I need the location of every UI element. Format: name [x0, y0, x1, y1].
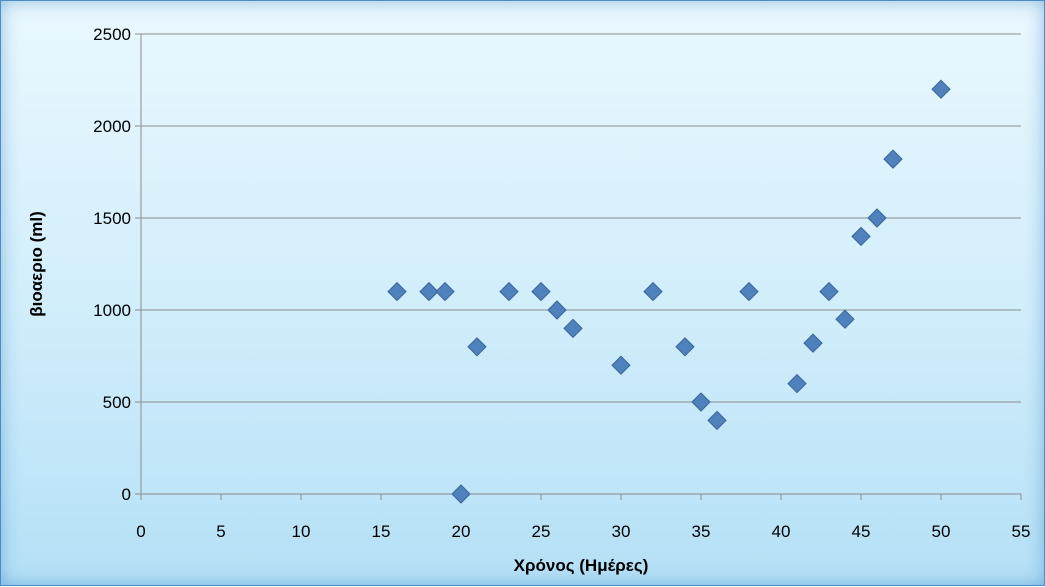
x-tick-label: 30: [612, 522, 631, 541]
y-tick-label: 1000: [93, 301, 131, 320]
data-point-marker: [867, 208, 887, 228]
data-point-marker: [883, 149, 903, 169]
data-point-marker: [691, 392, 711, 412]
x-tick-label: 10: [292, 522, 311, 541]
x-tick-label: 55: [1012, 522, 1031, 541]
data-points: [387, 79, 951, 504]
x-tick-label: 35: [692, 522, 711, 541]
x-tick-label: 40: [772, 522, 791, 541]
x-axis-title: Χρόνος (Ημέρες): [514, 556, 649, 575]
data-point-marker: [643, 281, 663, 302]
y-tick-label: 500: [103, 393, 131, 412]
data-point-marker: [819, 281, 839, 302]
x-tick-label: 45: [852, 522, 871, 541]
data-point-marker: [851, 226, 871, 247]
y-tick-label: 2500: [93, 25, 131, 44]
x-tick-label: 20: [452, 522, 471, 541]
data-point-marker: [387, 281, 407, 302]
x-tick-label: 0: [136, 522, 145, 541]
tick-labels: 0 500 1000 1500 2000 2500 0 5 10 15 20 25 30 35 40 45 50…: [93, 25, 1030, 541]
data-point-marker: [451, 484, 471, 504]
data-point-marker: [787, 373, 807, 394]
x-tick-label: 5: [216, 522, 225, 541]
axes: [135, 33, 1022, 500]
data-point-marker: [739, 281, 759, 302]
data-point-marker: [803, 333, 823, 353]
data-point-marker: [467, 337, 487, 357]
x-tick-label: 15: [372, 522, 391, 541]
data-point-marker: [563, 318, 583, 339]
y-tick-label: 1500: [93, 209, 131, 228]
data-point-marker: [547, 300, 567, 320]
data-point-marker: [931, 79, 951, 99]
data-point-marker: [835, 309, 855, 329]
data-point-marker: [435, 281, 455, 302]
data-point-marker: [419, 281, 439, 302]
data-point-marker: [531, 281, 551, 302]
y-tick-label: 2000: [93, 117, 131, 136]
data-point-marker: [611, 355, 631, 375]
y-tick-label: 0: [122, 485, 131, 504]
data-point-marker: [707, 410, 727, 431]
data-point-marker: [675, 337, 695, 357]
data-point-marker: [499, 281, 519, 302]
x-tick-label: 25: [532, 522, 551, 541]
gridlines: [141, 33, 1021, 403]
y-axis-title: βιοαεριο (ml): [27, 211, 46, 317]
x-tick-label: 50: [932, 522, 951, 541]
